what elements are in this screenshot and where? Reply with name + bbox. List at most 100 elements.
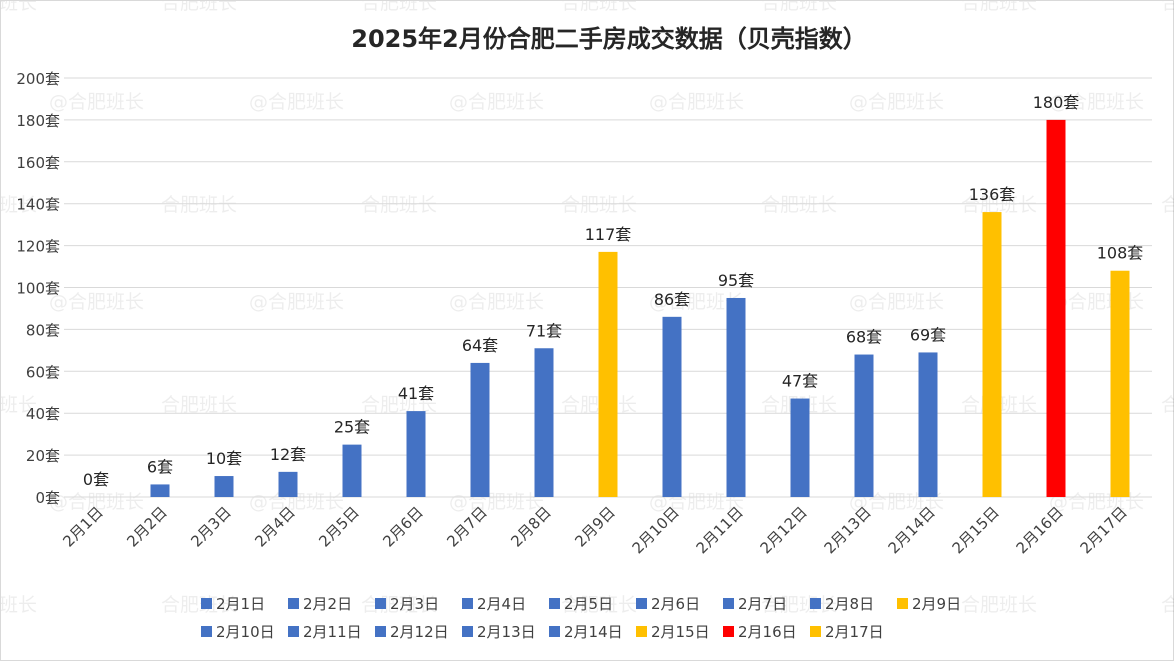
y-tick-label: 120套 — [16, 238, 60, 256]
bar — [982, 212, 1002, 497]
legend-label: 2月4日 — [477, 595, 526, 613]
legend-swatch — [636, 626, 647, 637]
watermark-text: 合肥班长 — [1161, 594, 1174, 616]
x-tick-label: 2月6日 — [379, 503, 426, 550]
y-tick-label: 80套 — [26, 321, 60, 339]
data-label: 108套 — [1097, 244, 1144, 263]
watermark-text: @合肥班长 — [49, 91, 144, 113]
legend-item: 2月14日 — [549, 623, 623, 641]
legend-item: 2月7日 — [723, 595, 787, 613]
watermark-text: 合肥班长 — [161, 594, 237, 616]
x-tick-label: 2月15日 — [949, 503, 1003, 557]
data-label: 68套 — [846, 328, 882, 347]
watermark-text: @合肥班长 — [649, 291, 744, 313]
legend-label: 2月2日 — [303, 595, 352, 613]
bar — [726, 297, 746, 497]
legend-label: 2月15日 — [651, 623, 710, 641]
legend-swatch — [549, 598, 560, 609]
bar — [214, 476, 234, 497]
bar — [278, 471, 298, 497]
legend-label: 2月12日 — [390, 623, 449, 641]
y-tick-label: 180套 — [16, 112, 60, 130]
y-axis-ticks: 0套 20套 40套 60套 80套 100套 120套 140套 160套 180套 200套 — [16, 70, 60, 507]
legend-swatch — [636, 598, 647, 609]
legend-item: 2月8日 — [810, 595, 874, 613]
legend-label: 2月13日 — [477, 623, 536, 641]
watermark-text: @合肥班长 — [449, 91, 544, 113]
legend-item: 2月12日 — [375, 623, 449, 641]
legend-swatch — [288, 626, 299, 637]
chart-title: 2025年2月份合肥二手房成交数据（贝壳指数） — [351, 25, 867, 53]
legend-label: 2月5日 — [564, 595, 613, 613]
legend-swatch — [375, 626, 386, 637]
watermark-text: 合肥班长 — [561, 194, 637, 216]
legend-label: 2月7日 — [738, 595, 787, 613]
legend-item: 2月16日 — [723, 623, 797, 641]
legend-item: 2月3日 — [375, 595, 439, 613]
watermark-text: 合肥班长 — [1161, 1, 1174, 14]
legend-item: 2月9日 — [897, 595, 961, 613]
bar — [662, 316, 682, 497]
legend-swatch — [549, 626, 560, 637]
bar — [1110, 270, 1130, 497]
data-label: 136套 — [969, 185, 1016, 204]
data-label: 117套 — [585, 225, 632, 244]
data-label: 180套 — [1033, 93, 1080, 112]
watermark-text: 合肥班长 — [561, 1, 637, 14]
legend-swatch — [723, 626, 734, 637]
legend-swatch — [462, 598, 473, 609]
bar — [1046, 119, 1066, 498]
watermark-text: 合肥班长 — [1, 594, 37, 616]
watermark-text: 合肥班长 — [361, 394, 437, 416]
legend-swatch — [897, 598, 908, 609]
x-tick-label: 2月9日 — [571, 503, 618, 550]
data-label: 95套 — [718, 271, 754, 290]
legend-item: 2月6日 — [636, 595, 700, 613]
y-tick-label: 200套 — [16, 70, 60, 88]
x-tick-label: 2月16日 — [1013, 503, 1067, 557]
watermark-text: @合肥班长 — [49, 291, 144, 313]
legend-item: 2月5日 — [549, 595, 613, 613]
legend-label: 2月17日 — [825, 623, 884, 641]
legend-item: 2月4日 — [462, 595, 526, 613]
watermark-text: @合肥班长 — [449, 291, 544, 313]
watermark-text: 合肥班长 — [961, 194, 1037, 216]
legend-swatch — [810, 626, 821, 637]
legend-item: 2月13日 — [462, 623, 536, 641]
watermark-layer: 合肥班长合肥班长合肥班长合肥班长合肥班长合肥班长合肥班长@合肥班长@合肥班长@合… — [1, 1, 1174, 616]
y-tick-label: 20套 — [26, 447, 60, 465]
legend-item: 2月11日 — [288, 623, 362, 641]
legend-swatch — [723, 598, 734, 609]
legend-swatch — [375, 598, 386, 609]
bar — [534, 348, 554, 497]
watermark-text: 合肥班长 — [361, 194, 437, 216]
watermark-text: @合肥班长 — [849, 91, 944, 113]
watermark-text: @合肥班长 — [1049, 91, 1144, 113]
y-tick-label: 140套 — [16, 196, 60, 214]
watermark-text: 合肥班长 — [361, 1, 437, 14]
legend-label: 2月14日 — [564, 623, 623, 641]
legend: 2月1日 2月2日 2月3日 2月4日 2月5日 2月6日 2月7日 2月8日 2月9日 2月10… — [201, 595, 961, 641]
watermark-text: 合肥班长 — [761, 194, 837, 216]
y-tick-label: 60套 — [26, 363, 60, 381]
bar — [342, 444, 362, 497]
data-labels: 0套 6套 10套 12套 25套 41套 64套 71套 117套 86套 95套 47套 68套 69… — [83, 93, 1143, 489]
watermark-text: @合肥班长 — [249, 91, 344, 113]
data-label: 47套 — [782, 372, 818, 391]
legend-swatch — [288, 598, 299, 609]
data-label: 64套 — [462, 336, 498, 355]
legend-item: 2月2日 — [288, 595, 352, 613]
data-label: 0套 — [83, 470, 109, 489]
data-label: 71套 — [526, 321, 562, 340]
legend-item: 2月17日 — [810, 623, 884, 641]
bars — [150, 119, 1130, 498]
legend-label: 2月9日 — [912, 595, 961, 613]
data-label: 6套 — [147, 457, 173, 476]
x-tick-label: 2月3日 — [187, 503, 234, 550]
legend-item: 2月15日 — [636, 623, 710, 641]
bar — [150, 484, 170, 497]
y-tick-label: 40套 — [26, 405, 60, 423]
legend-label: 2月3日 — [390, 595, 439, 613]
